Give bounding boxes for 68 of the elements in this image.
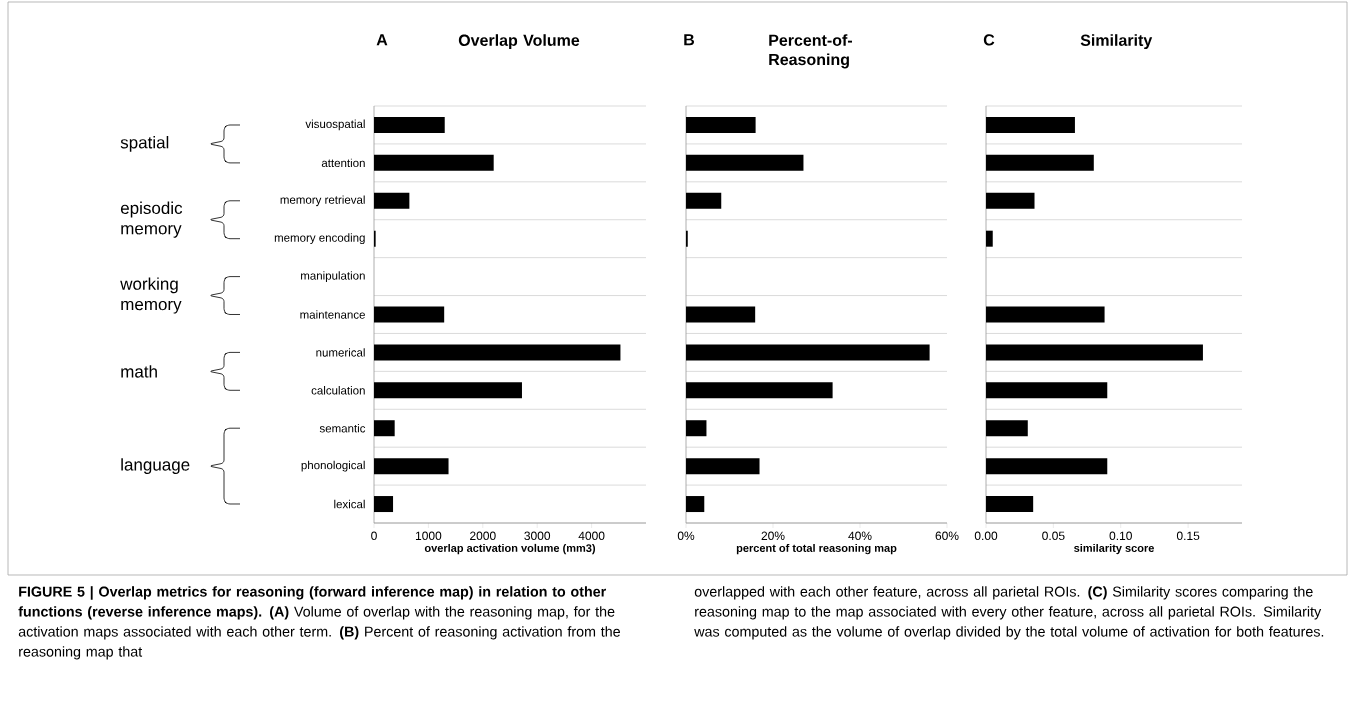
x-tick-label: 4000 bbox=[578, 531, 605, 541]
text: episodic memory bbox=[120, 201, 183, 238]
bar bbox=[986, 496, 1034, 513]
bar bbox=[374, 496, 394, 513]
y-tick-label: semantic bbox=[319, 424, 366, 433]
text: A bbox=[376, 34, 388, 46]
bar bbox=[686, 154, 804, 171]
y-tick-label: memory encoding bbox=[274, 233, 365, 245]
x-tick-label: 2000 bbox=[470, 531, 496, 541]
bar bbox=[374, 382, 522, 399]
y-tick-label: numerical bbox=[316, 348, 365, 357]
x-tick-label: 0% bbox=[677, 531, 695, 541]
text: overlapped with each other feature, across all parietal ROIs. (C) Similarity scores comparing the reasoning map to the map associated with every other feature, across all parietal ROIs. Similarity was computed as the volume of overlap divided by the total volume of activation for both features. bbox=[694, 586, 1324, 640]
x-tick-label: 60% bbox=[935, 531, 959, 541]
x-tick-label: 1000 bbox=[415, 531, 442, 541]
x-tick-label: 3000 bbox=[524, 531, 551, 541]
bar bbox=[986, 154, 1094, 171]
y-tick-label: manipulation bbox=[301, 271, 365, 282]
chart-title: Overlap Volume bbox=[458, 34, 580, 50]
y-tick-label: attention bbox=[321, 158, 365, 168]
bar bbox=[686, 382, 833, 399]
bar bbox=[986, 344, 1203, 361]
chart-title: Percent-of-Reasoning bbox=[769, 34, 853, 69]
bar bbox=[986, 382, 1108, 399]
text: FIGURE 5 | Overlap metrics for reasoning (forward inference map) in relation to other functions (reverse inference maps). (A) Volume of overlap with the reasoning map, for the activation maps associated with each other term. (B) Percent of reasoning activation from the reasoning map that bbox=[18, 586, 620, 660]
y-tick-label: lexical bbox=[334, 499, 365, 509]
bar bbox=[686, 420, 707, 437]
bar bbox=[986, 420, 1028, 437]
x-tick-label: 20% bbox=[761, 531, 785, 541]
y-tick-label: maintenance bbox=[300, 310, 365, 319]
bar bbox=[374, 344, 621, 361]
bar bbox=[374, 306, 445, 323]
x-axis-title: overlap activation volume (mm3) bbox=[424, 543, 596, 555]
bar bbox=[686, 458, 760, 475]
x-tick-label: 0.00 bbox=[974, 531, 998, 541]
text: spatial bbox=[120, 135, 169, 152]
x-tick-label: 0.15 bbox=[1176, 531, 1200, 541]
y-tick-label: calculation bbox=[311, 386, 365, 395]
text: working memory bbox=[120, 277, 182, 314]
x-tick-label: 0.10 bbox=[1109, 531, 1132, 541]
x-tick-label: 0 bbox=[371, 531, 377, 541]
y-tick-label: visuospatial bbox=[305, 119, 365, 131]
bar bbox=[374, 154, 494, 171]
text: math bbox=[121, 365, 157, 378]
bar bbox=[374, 192, 410, 209]
bar bbox=[986, 116, 1075, 133]
text: C bbox=[983, 34, 995, 46]
bar bbox=[686, 192, 722, 209]
bar bbox=[374, 116, 445, 133]
bar bbox=[374, 420, 395, 437]
bar bbox=[374, 458, 449, 475]
text: B bbox=[684, 34, 695, 46]
text: language bbox=[121, 458, 190, 475]
chart-title: Similarity bbox=[1080, 34, 1153, 50]
bar bbox=[986, 192, 1035, 209]
bar bbox=[686, 116, 756, 133]
x-tick-label: 40% bbox=[848, 531, 872, 541]
x-tick-label: 0.05 bbox=[1042, 531, 1065, 541]
bar bbox=[986, 306, 1105, 323]
bar bbox=[986, 230, 993, 247]
bar bbox=[986, 458, 1108, 475]
x-axis-title: similarity score bbox=[1074, 543, 1154, 555]
y-tick-label: memory retrieval bbox=[280, 195, 365, 207]
bar bbox=[686, 496, 705, 513]
bar bbox=[686, 306, 756, 323]
bar bbox=[686, 344, 930, 361]
y-tick-label: phonological bbox=[301, 460, 365, 472]
x-axis-title: percent of total reasoning map bbox=[736, 543, 897, 555]
